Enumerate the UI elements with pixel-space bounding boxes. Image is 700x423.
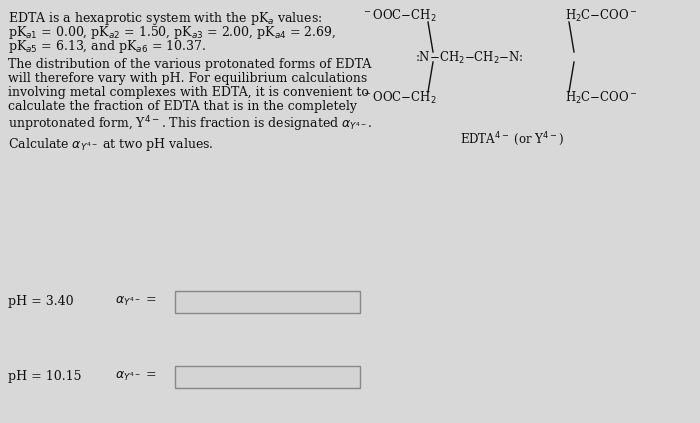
Text: will therefore vary with pH. For equilibrium calculations: will therefore vary with pH. For equilib… [8,72,368,85]
Text: pK$_{a1}$ = 0.00, pK$_{a2}$ = 1.50, pK$_{a3}$ = 2.00, pK$_{a4}$ = 2.69,: pK$_{a1}$ = 0.00, pK$_{a2}$ = 1.50, pK$_… [8,24,337,41]
Text: :N$-$CH$_2$$-$CH$_2$$-$N:: :N$-$CH$_2$$-$CH$_2$$-$N: [415,50,524,66]
FancyBboxPatch shape [175,366,360,388]
Text: $\alpha_{Y^{4-}}$ =: $\alpha_{Y^{4-}}$ = [115,370,156,383]
Text: pK$_{a5}$ = 6.13, and pK$_{a6}$ = 10.37.: pK$_{a5}$ = 6.13, and pK$_{a6}$ = 10.37. [8,38,206,55]
Text: pH = 3.40: pH = 3.40 [8,295,74,308]
FancyBboxPatch shape [175,291,360,313]
Text: calculate the fraction of EDTA that is in the completely: calculate the fraction of EDTA that is i… [8,100,357,113]
Text: H$_2$C$-$COO$^-$: H$_2$C$-$COO$^-$ [565,8,638,24]
Text: H$_2$C$-$COO$^-$: H$_2$C$-$COO$^-$ [565,90,638,106]
Text: $\alpha_{Y^{4-}}$ =: $\alpha_{Y^{4-}}$ = [115,295,156,308]
Text: pH = 10.15: pH = 10.15 [8,370,81,383]
Text: EDTA$^{4-}$ (or Y$^{4-}$): EDTA$^{4-}$ (or Y$^{4-}$) [460,130,564,148]
Text: involving metal complexes with EDTA, it is convenient to: involving metal complexes with EDTA, it … [8,86,369,99]
Text: $^-$OOC$-$CH$_2$: $^-$OOC$-$CH$_2$ [362,90,437,106]
Text: The distribution of the various protonated forms of EDTA: The distribution of the various protonat… [8,58,372,71]
Text: EDTA is a hexaprotic system with the pK$_a$ values:: EDTA is a hexaprotic system with the pK$… [8,10,323,27]
Text: $^-$OOC$-$CH$_2$: $^-$OOC$-$CH$_2$ [362,8,437,24]
Text: Calculate $\alpha_{Y^{4-}}$ at two pH values.: Calculate $\alpha_{Y^{4-}}$ at two pH va… [8,136,213,153]
Text: unprotonated form, Y$^{4-}$. This fraction is designated $\alpha_{Y^{4-}}$.: unprotonated form, Y$^{4-}$. This fracti… [8,114,372,134]
